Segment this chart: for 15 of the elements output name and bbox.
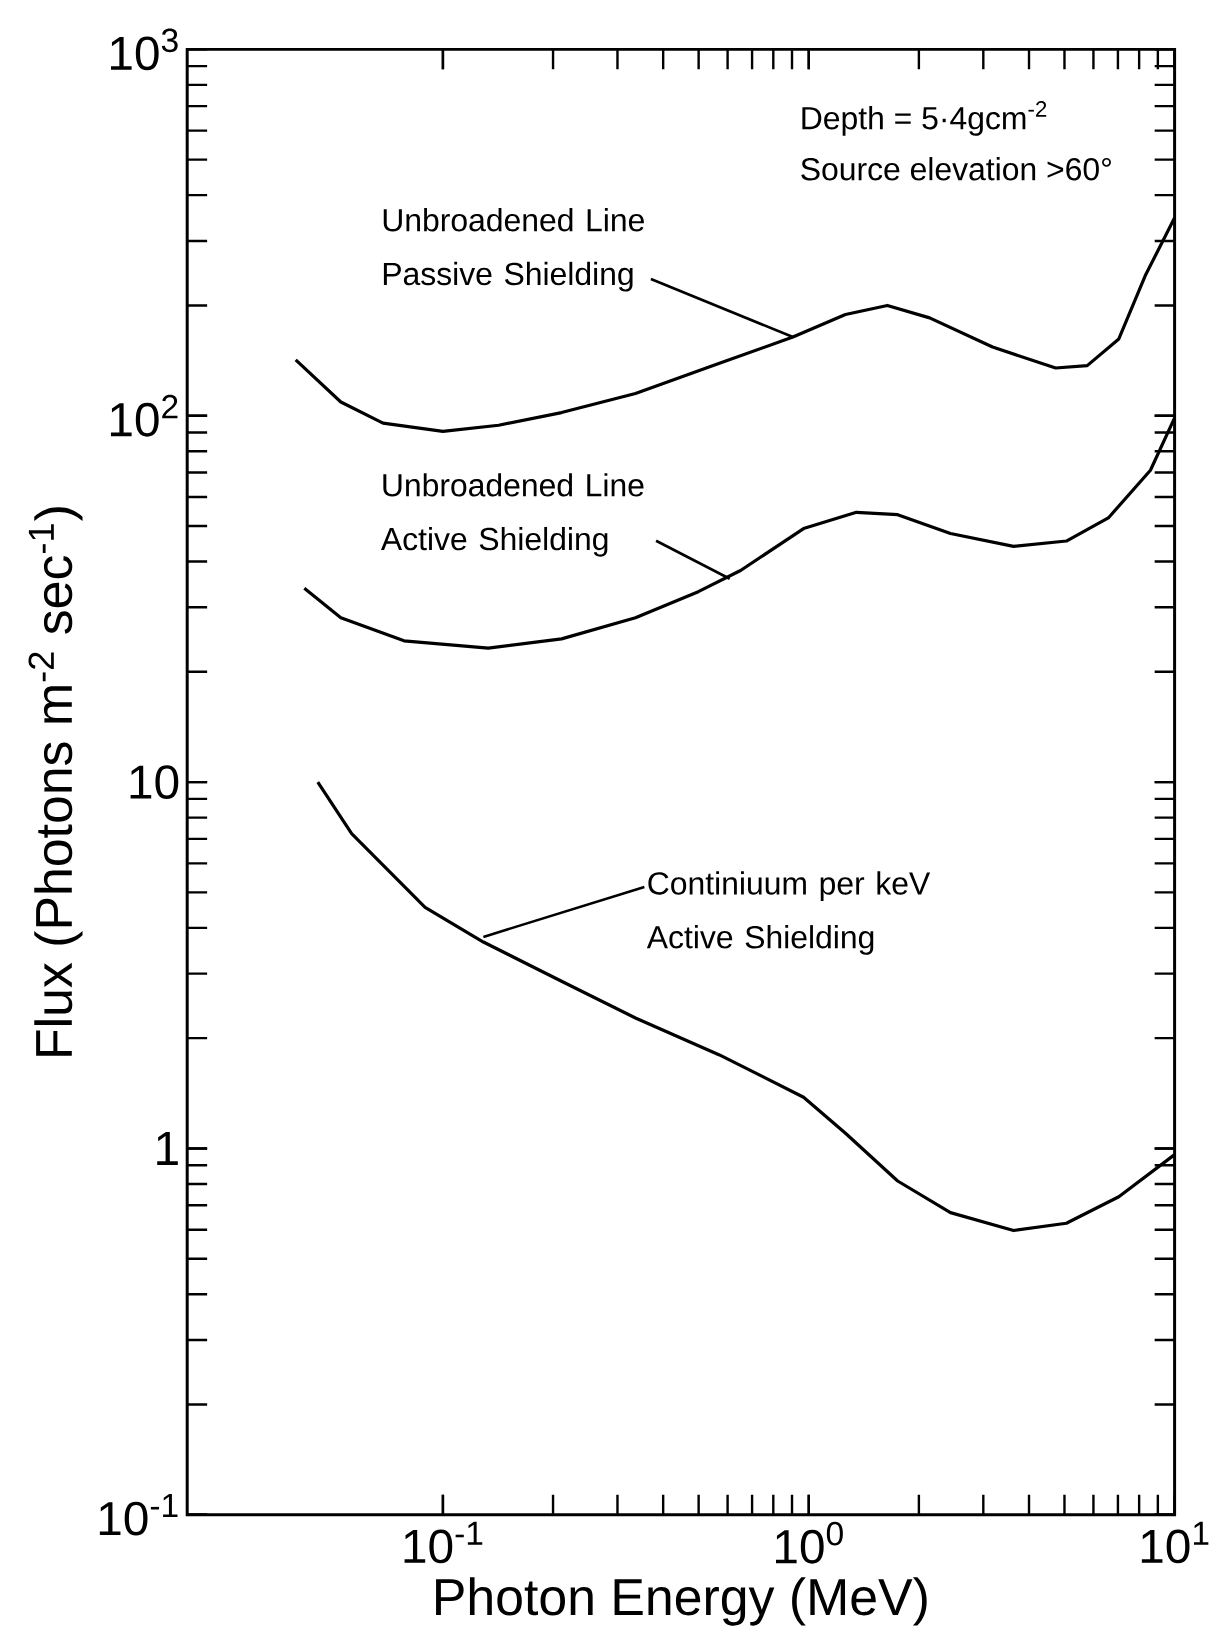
annotation: Unbroadened Line Passive Shielding: [383, 208, 644, 292]
y-axis-title: Flux (Photons m$^{-2}$ sec$^{-1}$): [28, 507, 83, 1056]
x-tick-label: 10$^{0}$: [776, 1521, 843, 1564]
y-tick-label: 10: [130, 765, 179, 800]
y-tick-label: 1: [157, 1131, 178, 1165]
annotation: Continiuum per keV Active Shielding: [646, 871, 931, 955]
annotation: Unbroadened Line Active Shielding: [380, 473, 644, 557]
x-axis-title: Photon Energy (MeV): [436, 1577, 927, 1626]
annotation: Source elevation >60°: [801, 157, 1111, 181]
y-tick-label: 10$^{-1}$: [99, 1494, 178, 1536]
x-tick-label: 10$^{-1}$: [404, 1521, 483, 1564]
annotation: Depth = 5·4gcm$^{-2}$: [802, 101, 1047, 136]
x-tick-label: 10$^{1}$: [1141, 1521, 1209, 1564]
y-tick-label: 10$^{2}$: [111, 394, 178, 437]
y-tick-label: 10$^{3}$: [111, 28, 178, 71]
